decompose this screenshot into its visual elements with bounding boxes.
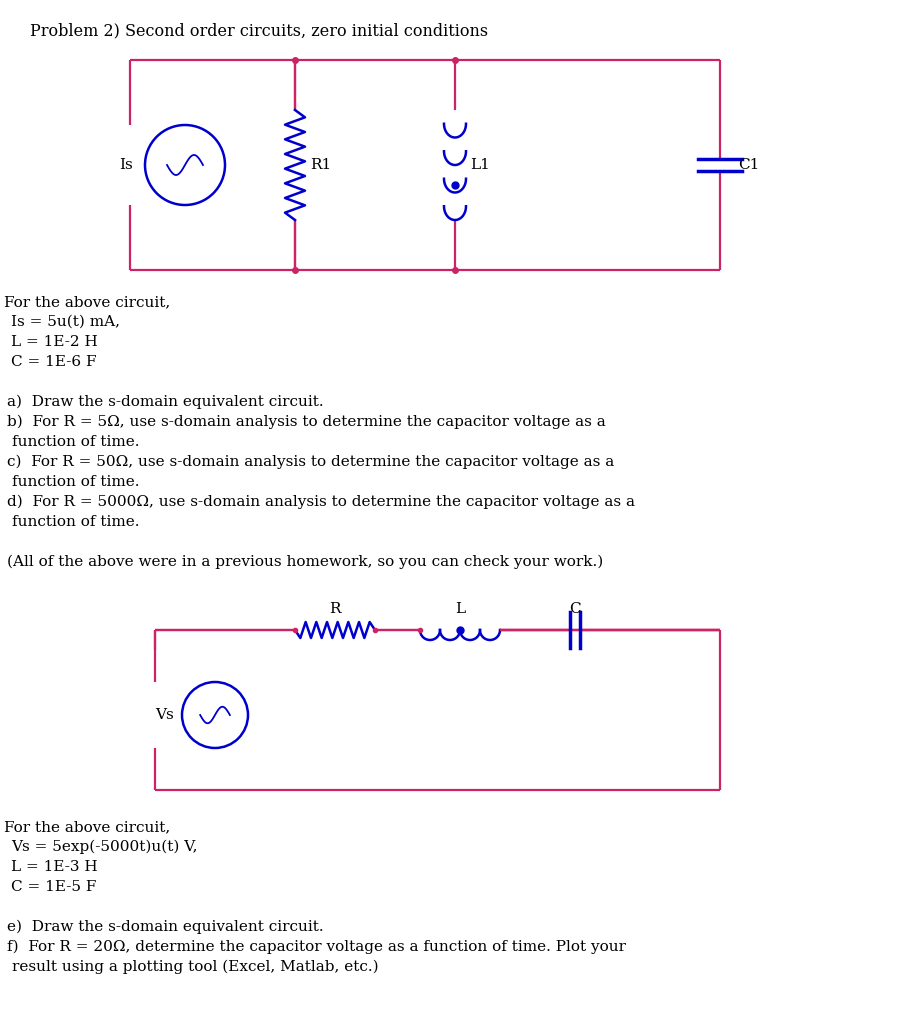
Text: R: R [329, 602, 341, 616]
Text: L = 1E-2 H: L = 1E-2 H [11, 335, 97, 349]
Text: Vs: Vs [155, 708, 174, 722]
Text: function of time.: function of time. [13, 475, 139, 489]
Text: For the above circuit,: For the above circuit, [4, 295, 169, 309]
Text: C = 1E-5 F: C = 1E-5 F [11, 880, 96, 894]
Text: L: L [455, 602, 465, 616]
Text: Vs = 5exp(-5000t)u(t) V,: Vs = 5exp(-5000t)u(t) V, [11, 840, 197, 854]
Text: function of time.: function of time. [13, 435, 139, 449]
Text: C1: C1 [737, 158, 759, 172]
Text: f)  For R = 20Ω, determine the capacitor voltage as a function of time. Plot you: f) For R = 20Ω, determine the capacitor … [7, 940, 625, 954]
Text: C = 1E-6 F: C = 1E-6 F [11, 355, 97, 369]
Text: d)  For R = 5000Ω, use s-domain analysis to determine the capacitor voltage as a: d) For R = 5000Ω, use s-domain analysis … [7, 495, 634, 509]
Text: L1: L1 [469, 158, 489, 172]
Text: c)  For R = 50Ω, use s-domain analysis to determine the capacitor voltage as a: c) For R = 50Ω, use s-domain analysis to… [7, 455, 614, 469]
Text: Is = 5u(t) mA,: Is = 5u(t) mA, [11, 315, 119, 329]
Text: For the above circuit,: For the above circuit, [4, 820, 169, 834]
Text: Is: Is [119, 158, 133, 172]
Text: (All of the above were in a previous homework, so you can check your work.): (All of the above were in a previous hom… [7, 555, 602, 569]
Text: e)  Draw the s-domain equivalent circuit.: e) Draw the s-domain equivalent circuit. [7, 920, 323, 934]
Text: L = 1E-3 H: L = 1E-3 H [11, 860, 97, 874]
Text: a)  Draw the s-domain equivalent circuit.: a) Draw the s-domain equivalent circuit. [7, 395, 323, 410]
Text: R1: R1 [310, 158, 331, 172]
Text: function of time.: function of time. [13, 515, 139, 529]
Text: C: C [568, 602, 580, 616]
Text: Problem 2) Second order circuits, zero initial conditions: Problem 2) Second order circuits, zero i… [30, 22, 487, 39]
Text: result using a plotting tool (Excel, Matlab, etc.): result using a plotting tool (Excel, Mat… [13, 961, 379, 975]
Text: b)  For R = 5Ω, use s-domain analysis to determine the capacitor voltage as a: b) For R = 5Ω, use s-domain analysis to … [7, 415, 605, 429]
